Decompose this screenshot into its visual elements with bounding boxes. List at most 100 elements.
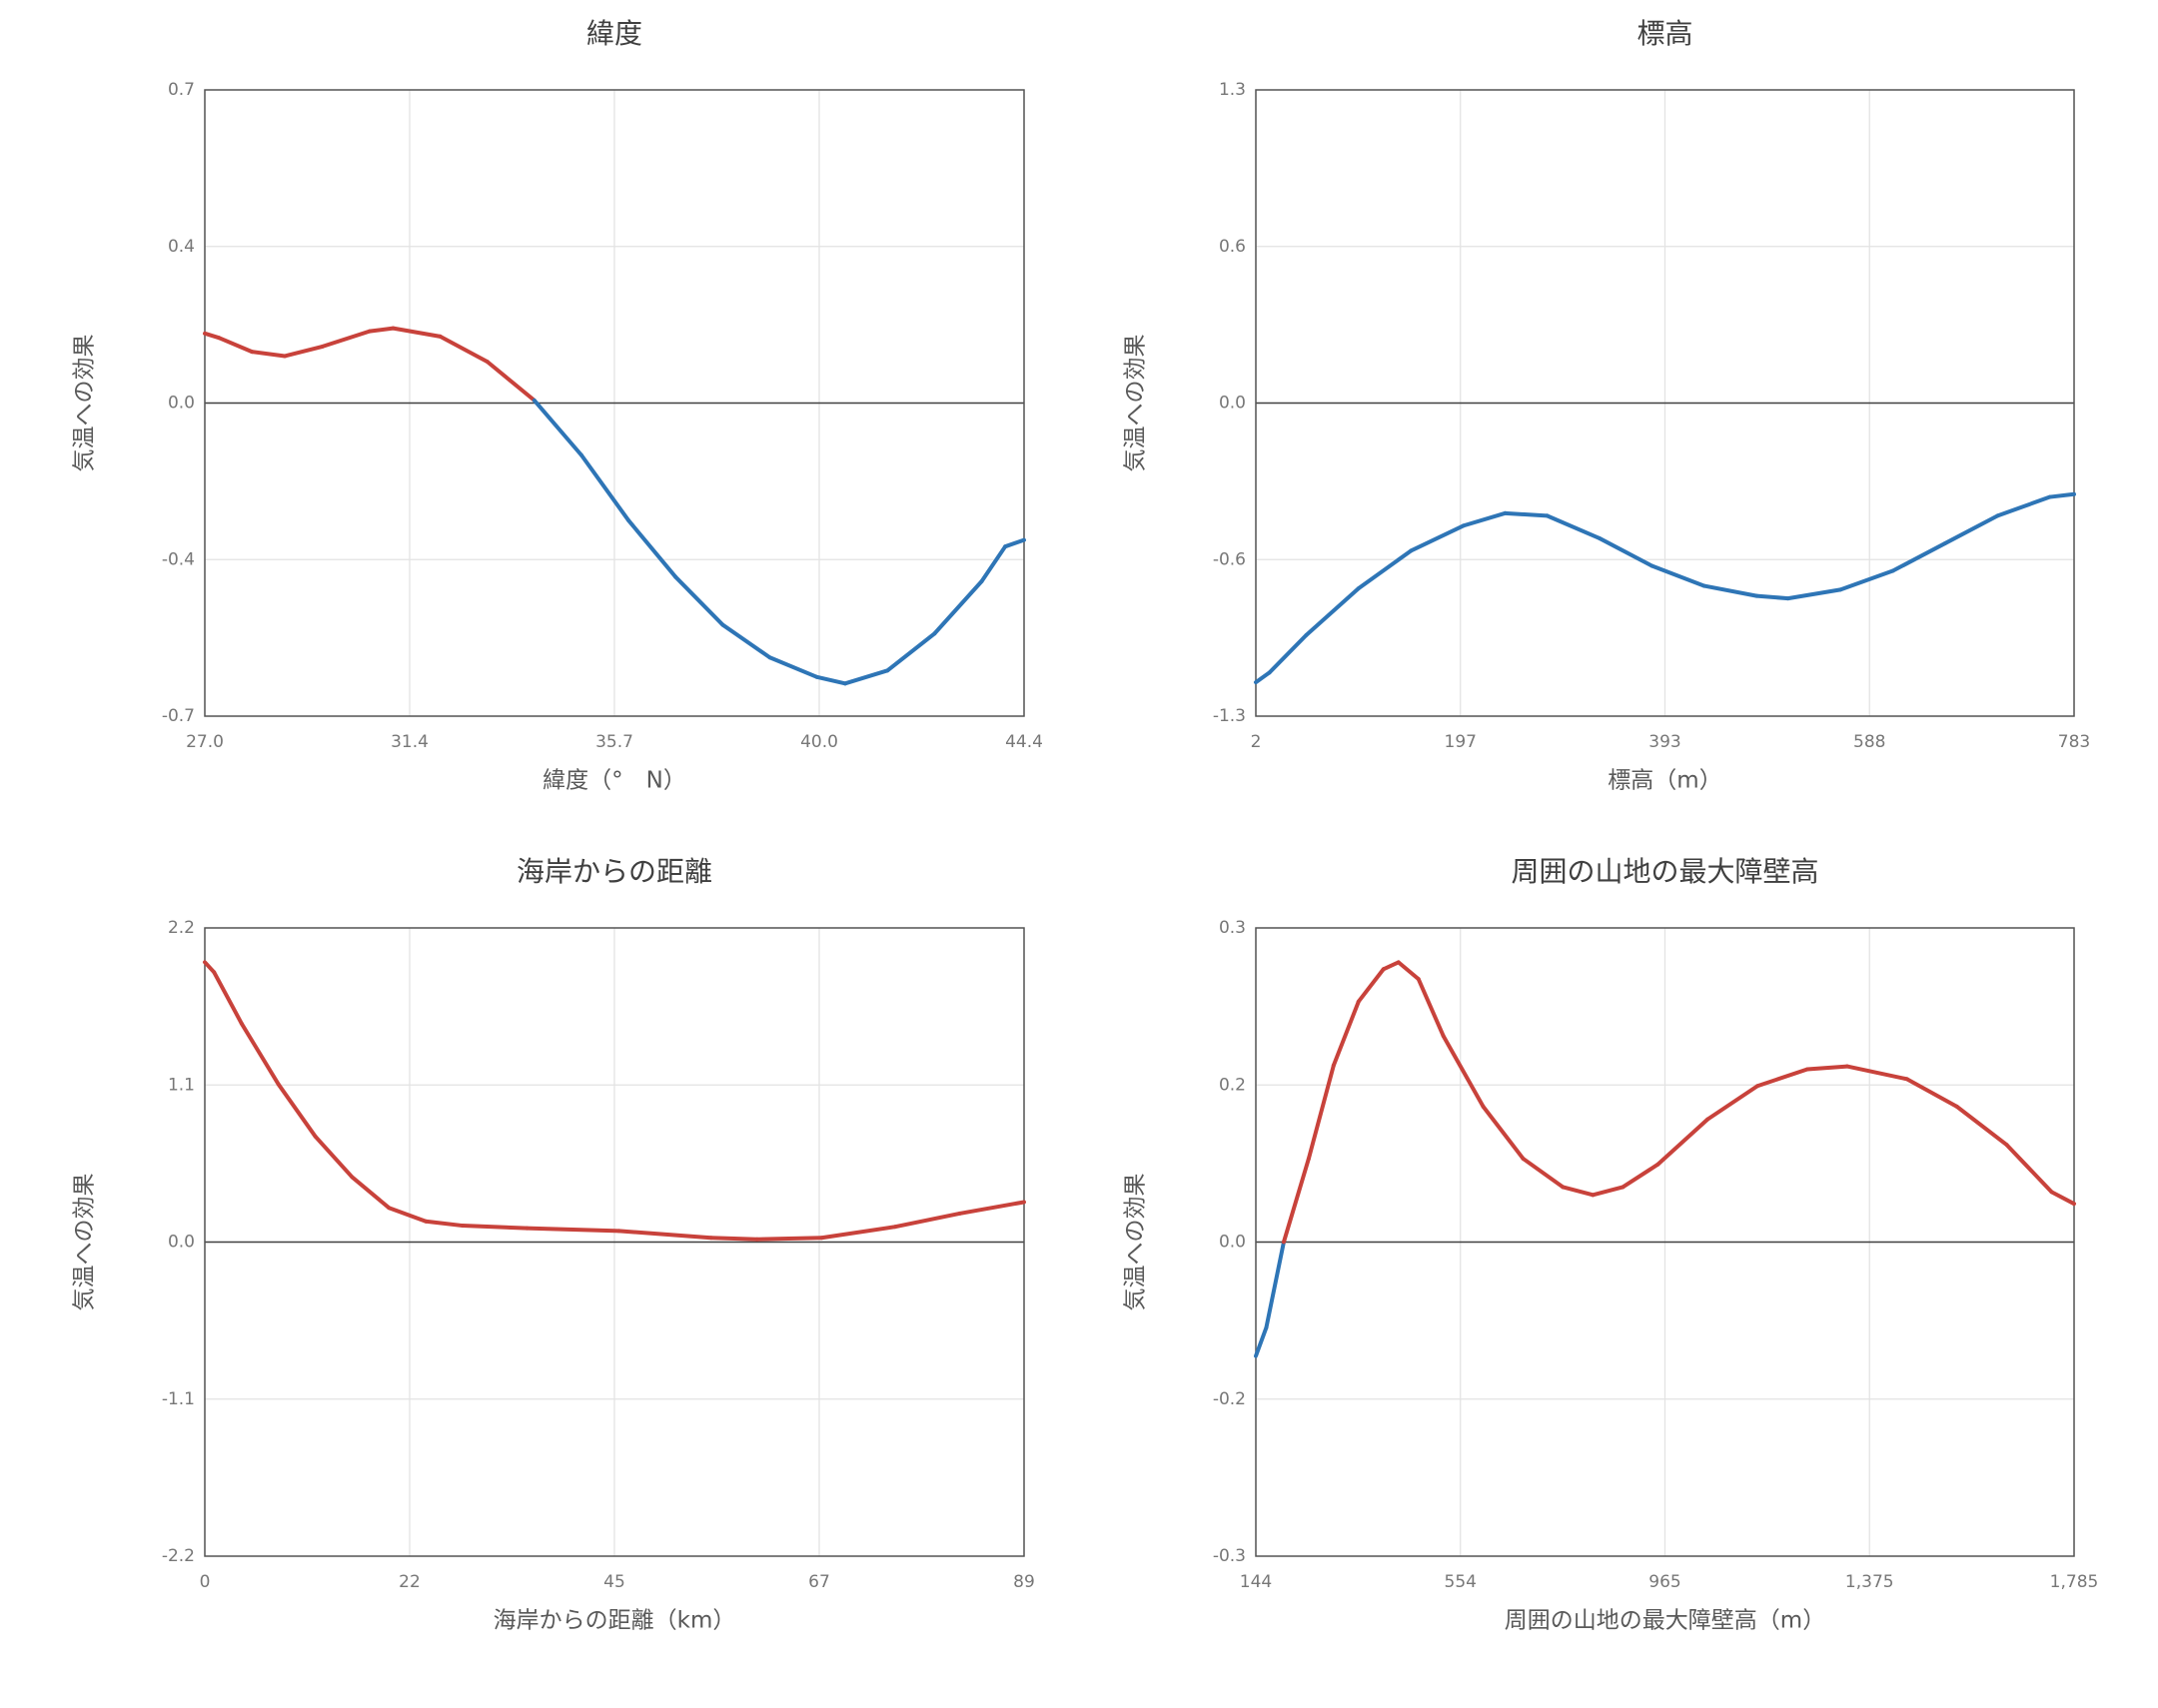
line-segment — [979, 544, 1008, 584]
x-tick-label: 1,375 — [1845, 1572, 1894, 1592]
line-segment — [1785, 587, 1843, 601]
line-segment — [1331, 999, 1361, 1068]
y-tick-label: 1.1 — [168, 1075, 195, 1095]
x-tick-label: 554 — [1445, 1572, 1477, 1592]
chart-title: 周囲の山地の最大障壁高 — [1511, 855, 1818, 888]
line-segment — [313, 1134, 355, 1180]
line-segment — [885, 631, 937, 673]
plot-frame — [1255, 927, 2075, 1557]
line-segment — [217, 336, 255, 355]
line-segment — [1521, 1156, 1566, 1190]
x-tick-label: 27.0 — [186, 732, 224, 752]
y-tick-label: 0.6 — [1219, 237, 1246, 257]
line-segment — [1545, 513, 1602, 540]
line-segment — [1995, 494, 2052, 518]
line-segment — [1409, 523, 1466, 553]
line-segment — [391, 326, 443, 339]
line-segment — [720, 622, 772, 660]
line-segment — [1649, 563, 1706, 588]
line-segment — [1381, 960, 1401, 972]
line-segment — [2047, 491, 2076, 499]
chart-title: 標高 — [1636, 17, 1692, 50]
y-tick-label: 0.0 — [1219, 394, 1246, 414]
x-axis-label: 緯度（° N） — [542, 768, 686, 794]
y-axis-label: 気温への効果 — [72, 335, 98, 472]
line-segment — [673, 574, 725, 627]
line-segment — [367, 326, 396, 334]
y-tick-label: -0.3 — [1213, 1546, 1246, 1566]
line-segment — [1441, 1034, 1486, 1109]
x-axis-label: 標高（m） — [1608, 768, 1721, 794]
line-segment — [1838, 568, 1895, 592]
line-segment — [1267, 632, 1309, 675]
line-segment — [250, 350, 288, 359]
line-segment — [239, 1021, 281, 1087]
line-segment — [1655, 1117, 1710, 1167]
y-axis-label: 気温への効果 — [72, 1174, 98, 1311]
x-tick-label: 31.4 — [391, 732, 429, 752]
line-segment — [708, 1236, 759, 1242]
line-segment — [1281, 1156, 1311, 1245]
x-tick-label: 965 — [1648, 1572, 1680, 1592]
line-segment — [2049, 1190, 2076, 1207]
line-segment — [283, 344, 325, 359]
line-segment — [1356, 548, 1414, 591]
line-segment — [1597, 535, 1654, 568]
line-segment — [1620, 1162, 1660, 1190]
y-tick-label: 0.7 — [168, 80, 195, 100]
line-segment — [1003, 537, 1026, 549]
plot-frame — [204, 927, 1025, 1557]
x-axis-label: 海岸からの距離（km） — [494, 1608, 736, 1634]
line-segment — [754, 1236, 824, 1242]
y-tick-label: 1.3 — [1219, 80, 1246, 100]
line-segment — [212, 970, 244, 1026]
line-segment — [424, 1219, 465, 1229]
line-segment — [1904, 1077, 1959, 1109]
x-tick-label: 89 — [1013, 1572, 1035, 1592]
y-tick-label: 0.3 — [1219, 918, 1246, 938]
line-segment — [1481, 1104, 1526, 1161]
y-tick-label: -0.2 — [1213, 1389, 1246, 1409]
y-tick-label: 2.2 — [168, 918, 195, 938]
line-segment — [203, 960, 217, 975]
line-segment — [203, 331, 222, 341]
y-axis-label: 気温への効果 — [1123, 335, 1149, 472]
x-tick-label: 144 — [1240, 1572, 1272, 1592]
line-segment — [932, 579, 984, 636]
line-segment — [1461, 510, 1508, 528]
line-segment — [1591, 1185, 1625, 1198]
line-segment — [626, 518, 678, 579]
x-tick-label: 44.4 — [1005, 732, 1043, 752]
x-tick-label: 45 — [603, 1572, 625, 1592]
line-segment — [1755, 1067, 1809, 1089]
line-segment — [957, 1200, 1026, 1216]
line-segment — [616, 1229, 713, 1241]
line-segment — [1754, 593, 1790, 601]
line-segment — [1306, 1063, 1336, 1161]
line-segment — [1264, 1240, 1286, 1330]
line-segment — [320, 329, 372, 349]
y-tick-label: -1.1 — [162, 1389, 195, 1409]
plot-frame — [1255, 89, 2075, 717]
line-segment — [842, 668, 890, 686]
line-segment — [1396, 960, 1421, 982]
y-tick-label: 0.0 — [1219, 1233, 1246, 1253]
line-segment — [276, 1082, 318, 1139]
y-tick-label: -0.4 — [162, 549, 195, 569]
line-segment — [1804, 1064, 1849, 1072]
line-segment — [1890, 540, 1948, 573]
line-segment — [1503, 510, 1550, 518]
line-segment — [1254, 670, 1272, 685]
line-segment — [2004, 1143, 2054, 1195]
line-segment — [485, 360, 537, 403]
x-tick-label: 588 — [1853, 732, 1885, 752]
line-segment — [1561, 1185, 1596, 1198]
line-segment — [1705, 1084, 1760, 1122]
x-tick-label: 22 — [399, 1572, 421, 1592]
y-tick-label: 0.0 — [168, 1233, 195, 1253]
y-tick-label: -2.2 — [162, 1546, 195, 1566]
line-segment — [1954, 1104, 2009, 1148]
line-segment — [579, 452, 631, 523]
line-segment — [893, 1211, 962, 1230]
